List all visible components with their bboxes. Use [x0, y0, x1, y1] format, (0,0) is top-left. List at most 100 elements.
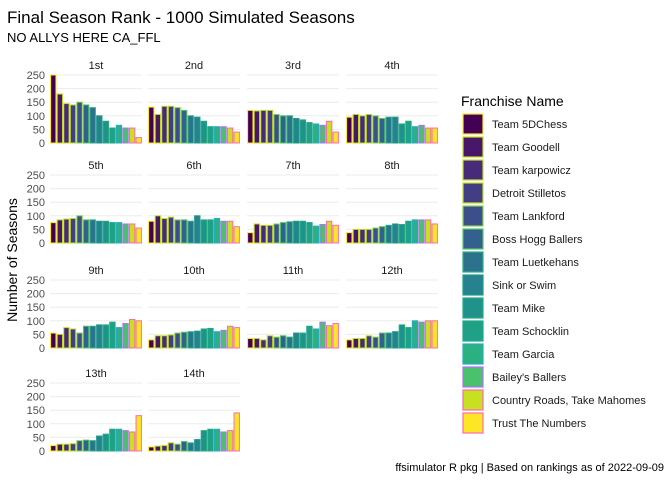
y-tick-label: 0: [39, 138, 45, 150]
bar: [102, 220, 110, 244]
legend-swatch: [462, 274, 484, 296]
bar: [82, 325, 90, 349]
y-tick-label: 250: [27, 275, 45, 287]
y-tick-label: 100: [27, 316, 45, 328]
bar: [352, 113, 360, 144]
bar: [115, 428, 123, 452]
bar: [424, 127, 432, 144]
bar: [63, 218, 70, 244]
legend-item: Team Lankford: [462, 205, 565, 227]
bar: [378, 226, 386, 244]
facet-panel: 10th: [148, 265, 240, 349]
facet-strip-label: 14th: [183, 368, 204, 380]
bar: [260, 224, 267, 244]
y-tick-label: 100: [27, 111, 45, 123]
bar: [69, 443, 77, 452]
bar: [299, 220, 307, 244]
bar: [385, 332, 392, 349]
facet-panel: 6th: [148, 160, 240, 244]
legend-items: Team 5DChess Team Goodell Team karpowicz De…: [462, 113, 646, 434]
bar: [200, 120, 208, 144]
bar: [286, 336, 293, 349]
bar: [154, 113, 162, 144]
bar: [226, 220, 234, 244]
bar: [102, 120, 110, 144]
bar: [161, 445, 168, 452]
bar: [299, 119, 307, 144]
y-tick-label: 100: [27, 211, 45, 223]
bar: [392, 223, 399, 244]
bar: [319, 321, 326, 349]
bar: [405, 120, 412, 144]
bar: [115, 327, 123, 349]
bar: [69, 328, 77, 349]
bar: [122, 127, 129, 144]
bar: [233, 131, 240, 144]
bar: [154, 335, 162, 349]
y-tick-label: 50: [33, 124, 45, 136]
facet-strip-label: 11th: [283, 265, 304, 277]
bar: [378, 118, 386, 144]
legend-item: Country Roads, Take Mahomes: [462, 389, 646, 411]
bar: [352, 228, 360, 244]
bar: [148, 106, 155, 144]
bar: [418, 124, 425, 144]
bar: [187, 331, 194, 349]
bar: [50, 222, 57, 244]
facet-strip-label: 1st: [89, 60, 104, 72]
bar: [226, 127, 234, 144]
bar: [273, 223, 280, 244]
bar: [96, 115, 103, 144]
y-tick-label: 50: [33, 432, 45, 444]
bar: [174, 219, 181, 244]
legend-title: Franchise Name: [461, 93, 564, 109]
bar: [247, 337, 254, 349]
facet-strip-label: 8th: [384, 160, 399, 172]
legend-label: Team Goodell: [492, 142, 560, 154]
bar: [306, 122, 313, 144]
legend-swatch: [462, 297, 484, 319]
bar: [411, 126, 419, 144]
bar: [161, 105, 168, 144]
bar: [233, 327, 240, 349]
bar: [220, 431, 227, 452]
legend-item: Boss Hogg Ballers: [462, 228, 583, 250]
bar: [213, 428, 221, 452]
bar: [50, 332, 57, 349]
legend-label: Boss Hogg Ballers: [492, 234, 583, 246]
chart-subtitle: NO ALLYS HERE CA_FFL: [7, 30, 161, 45]
bar: [279, 115, 287, 144]
bar: [167, 216, 175, 244]
facet-strip-label: 7th: [285, 160, 300, 172]
bar: [76, 332, 83, 349]
bar: [167, 105, 175, 144]
facet-strip-label: 9th: [88, 265, 103, 277]
bar: [102, 324, 110, 349]
bar: [273, 113, 280, 144]
bar: [411, 219, 419, 244]
facet-strip-label: 4th: [384, 60, 399, 72]
bar: [418, 321, 425, 349]
facet-strip-label: 5th: [88, 160, 103, 172]
bar: [63, 443, 70, 452]
y-axis-label: Number of Seasons: [4, 198, 20, 322]
bar: [273, 336, 280, 349]
bar: [213, 218, 221, 244]
legend-swatch: [462, 205, 484, 227]
bar: [76, 440, 83, 452]
legend-swatch: [462, 136, 484, 158]
legend: Franchise Name Team 5DChess Team Goodell T…: [461, 93, 646, 434]
bar: [247, 232, 254, 244]
bar: [174, 332, 181, 349]
bar: [346, 116, 353, 144]
bar: [306, 222, 313, 244]
legend-swatch: [462, 389, 484, 411]
bar: [194, 330, 201, 349]
bar: [306, 325, 313, 349]
legend-swatch: [462, 251, 484, 273]
legend-item: Team 5DChess: [462, 113, 568, 135]
bar: [174, 107, 181, 144]
